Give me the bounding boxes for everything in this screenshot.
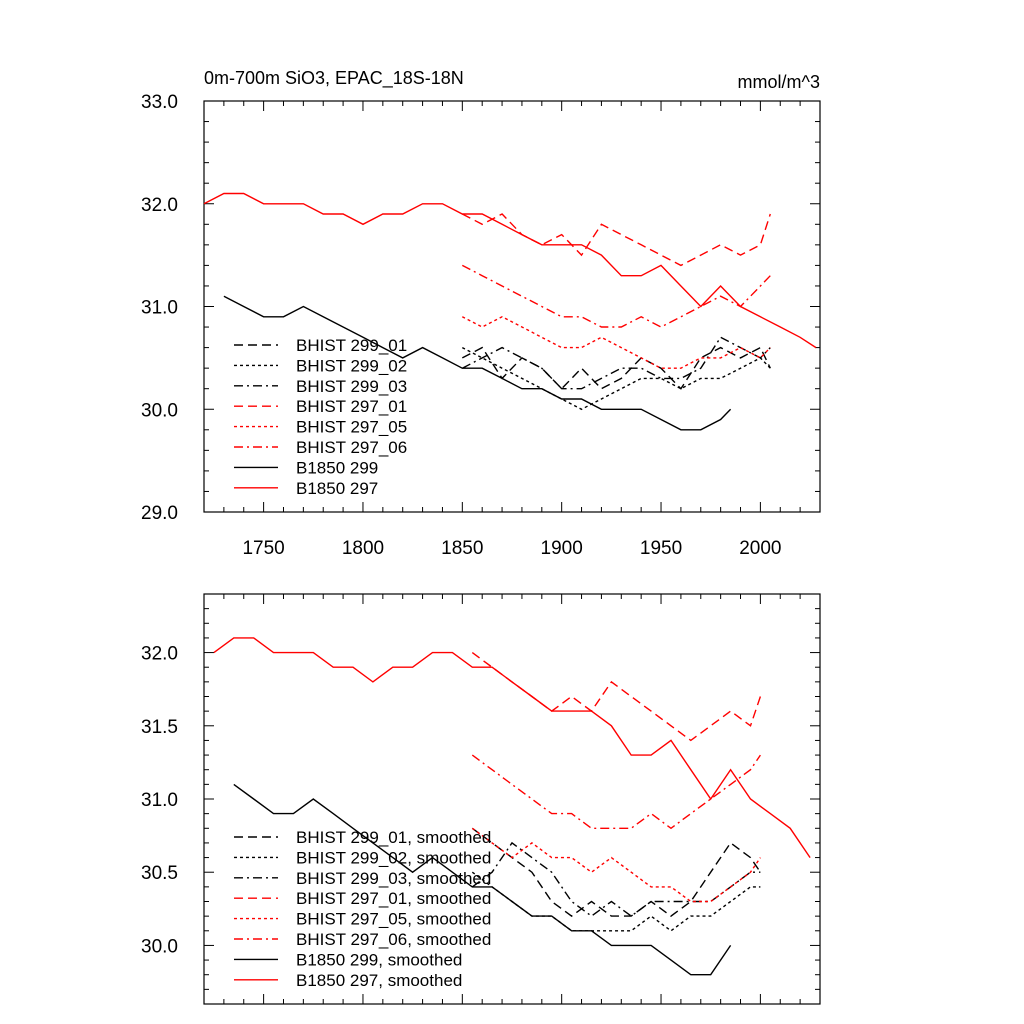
top-panel-series: [203, 192, 817, 431]
legend-label: BHIST 299_02, smoothed: [296, 848, 491, 867]
x-tick-label: 2000: [739, 538, 781, 559]
series-line-5: [461, 264, 771, 328]
legend-label: BHIST 299_01: [296, 336, 407, 355]
legend-label: B1850 299: [296, 458, 378, 477]
x-tick-label: 1900: [541, 538, 583, 559]
series-line-7: [213, 637, 811, 858]
series-line-5: [471, 754, 761, 830]
y-tick-label: 30.0: [141, 936, 178, 957]
legend-label: BHIST 299_01, smoothed: [296, 828, 491, 847]
top-panel: 0m-700m SiO3, EPAC_18S-18N mmol/m^3 1750…: [141, 68, 821, 559]
series-line-0: [461, 346, 771, 390]
y-tick-label: 32.0: [141, 195, 178, 216]
series-line-4: [471, 827, 761, 903]
top-panel-axes: 1750 1800 1850 1900 1950 2000 29.0 30.0 31.0 32.0…: [141, 92, 821, 559]
legend-label: BHIST 297_05, smoothed: [296, 910, 491, 929]
x-tick-label: 1800: [342, 538, 384, 559]
bottom-panel-series: [213, 637, 811, 976]
top-panel-title: 0m-700m SiO3, EPAC_18S-18N: [204, 68, 464, 89]
y-tick-label: 31.0: [141, 790, 178, 811]
bottom-panel-axes: 30.0 30.5 31.0 31.5 32.0: [141, 593, 821, 1005]
legend-label: B1850 297: [296, 479, 378, 498]
legend-label: BHIST 297_05: [296, 418, 407, 437]
y-tick-label: 30.5: [141, 863, 178, 884]
y-tick-label: 30.0: [141, 400, 178, 421]
legend-label: BHIST 297_06, smoothed: [296, 930, 491, 949]
series-line-2: [461, 336, 771, 390]
x-tick-label: 1950: [640, 538, 682, 559]
top-panel-units: mmol/m^3: [738, 72, 820, 92]
series-line-3: [461, 213, 771, 267]
series-line-6: [233, 783, 732, 976]
x-tick-label: 1850: [441, 538, 483, 559]
y-tick-label: 29.0: [141, 503, 178, 524]
legend-label: BHIST 297_01: [296, 397, 407, 416]
legend-label: BHIST 297_06: [296, 438, 407, 457]
series-line-0: [471, 827, 761, 917]
legend-label: B1850 299, smoothed: [296, 950, 462, 969]
legend-label: BHIST 299_03, smoothed: [296, 869, 491, 888]
y-tick-label: 32.0: [141, 644, 178, 665]
y-tick-label: 31.0: [141, 298, 178, 319]
series-line-7: [203, 192, 817, 349]
y-tick-label: 31.5: [141, 717, 178, 738]
legend-label: B1850 297, smoothed: [296, 971, 462, 990]
series-line-4: [461, 316, 771, 369]
legend-label: BHIST 299_02: [296, 356, 407, 375]
x-tick-label: 1750: [242, 538, 284, 559]
bottom-panel: 30.0 30.5 31.0 31.5 32.0 BHIST 299_01, smoot…: [141, 593, 821, 1005]
legend-label: BHIST 297_01, smoothed: [296, 889, 491, 908]
y-tick-label: 33.0: [141, 92, 178, 113]
series-line-6: [223, 295, 732, 431]
legend-label: BHIST 299_03: [296, 377, 407, 396]
